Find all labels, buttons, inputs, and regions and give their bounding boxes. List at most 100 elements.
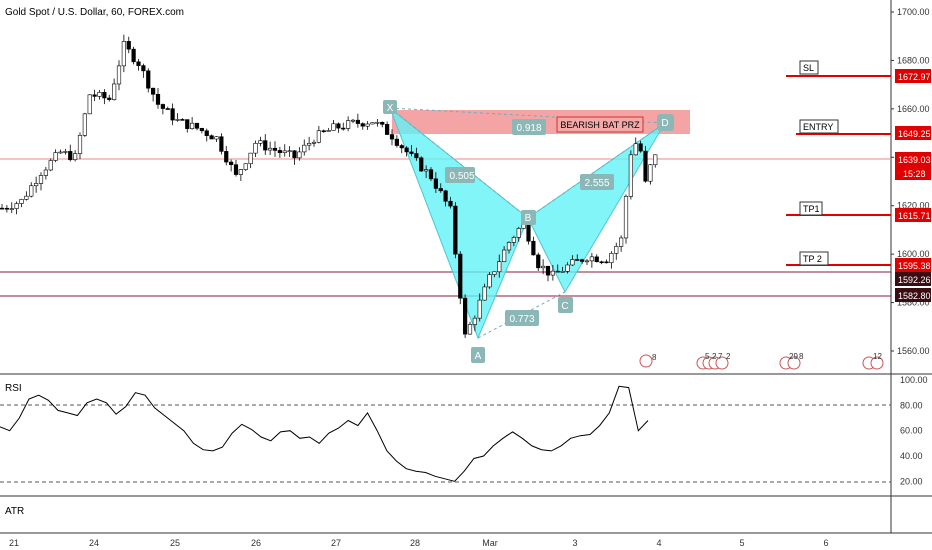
candle-body bbox=[82, 113, 87, 136]
point-x-label: X bbox=[383, 100, 397, 114]
candle-body bbox=[619, 237, 624, 247]
candle-body bbox=[302, 144, 307, 153]
candle-body bbox=[399, 145, 404, 149]
chart-title: Gold Spot / U.S. Dollar, 60, FOREX.com bbox=[5, 7, 184, 18]
point-a-text: A bbox=[475, 351, 482, 362]
candle-body bbox=[424, 169, 429, 172]
entry-price-text: 1649.25 bbox=[898, 129, 931, 139]
event-count-5: 2 bbox=[726, 352, 731, 361]
flag-icon[interactable] bbox=[715, 356, 729, 370]
time-tick-label: 6 bbox=[823, 538, 828, 548]
candle-body bbox=[121, 41, 126, 67]
candle-body bbox=[297, 151, 302, 159]
candle-body bbox=[97, 92, 102, 97]
candle-body bbox=[472, 317, 477, 325]
candle-body bbox=[653, 154, 658, 166]
candle-body bbox=[87, 94, 92, 115]
candle-body bbox=[136, 61, 141, 66]
entry-tag-text: ENTRY bbox=[803, 122, 833, 132]
candle-body bbox=[209, 135, 214, 140]
price-tick-label: 1660.00 bbox=[897, 104, 930, 114]
point-c-label: C bbox=[558, 297, 573, 313]
rsi-axis[interactable]: 100.00 80.00 60.00 40.00 20.00 bbox=[900, 375, 928, 486]
candle-body bbox=[102, 92, 107, 99]
candle-body bbox=[141, 65, 146, 72]
tp2-tag bbox=[799, 251, 829, 266]
sl-tag bbox=[799, 60, 819, 75]
candle-body bbox=[541, 265, 546, 269]
flag-icon[interactable] bbox=[639, 354, 653, 368]
candle-body bbox=[316, 130, 321, 143]
sl-tag-text: SL bbox=[803, 63, 814, 73]
point-b-text: B bbox=[525, 213, 532, 224]
ratio-0918-label: 0.918 bbox=[512, 119, 546, 135]
harmonic-bd-line bbox=[527, 122, 666, 219]
candle-body bbox=[272, 147, 278, 151]
point-d-text: D bbox=[661, 118, 668, 129]
candle-body bbox=[516, 228, 521, 238]
candle-body bbox=[146, 70, 151, 89]
candle-body bbox=[370, 122, 375, 125]
candle-body bbox=[263, 140, 268, 151]
candle-body bbox=[511, 237, 516, 243]
flag-icon[interactable] bbox=[870, 356, 884, 370]
candle-body bbox=[199, 127, 204, 132]
candle-body bbox=[536, 254, 541, 269]
time-axis[interactable]: 21 24 25 26 27 28 Mar 3 4 5 6 bbox=[9, 538, 829, 548]
candle-body bbox=[614, 246, 619, 254]
event-markers[interactable]: 8 5 2 7 2 29 8 12 bbox=[639, 352, 884, 370]
time-tick-label: 4 bbox=[656, 538, 661, 548]
candle-body bbox=[331, 123, 336, 131]
candle-body bbox=[463, 297, 468, 335]
tp1-price-badge: 1615.71 bbox=[895, 208, 931, 222]
candle-body bbox=[282, 150, 287, 153]
flag-icon[interactable] bbox=[787, 356, 801, 370]
candle-body bbox=[389, 134, 395, 140]
candle-body bbox=[375, 121, 380, 124]
candle-body bbox=[428, 169, 434, 180]
candle-body bbox=[326, 130, 331, 132]
candle-body bbox=[190, 122, 195, 129]
current-price-text: 1639.03 bbox=[898, 155, 931, 165]
candle-body bbox=[185, 119, 190, 129]
ratio-0918-text: 0.918 bbox=[516, 123, 541, 134]
price-axis[interactable]: 1700.001680.001660.001640.001620.001600.… bbox=[891, 7, 930, 356]
rsi-line bbox=[0, 385, 649, 482]
candle-body bbox=[575, 259, 580, 261]
candle-body bbox=[77, 135, 83, 154]
time-tick-label: 28 bbox=[410, 538, 420, 548]
candle-body bbox=[248, 152, 253, 165]
candle-body bbox=[448, 200, 453, 207]
candle-body bbox=[38, 175, 44, 184]
candle-body bbox=[229, 161, 234, 165]
candle-body bbox=[433, 178, 438, 189]
candle-body bbox=[238, 169, 243, 175]
candle-body bbox=[170, 108, 175, 121]
time-tick-label: 27 bbox=[331, 538, 341, 548]
candle-body bbox=[394, 138, 399, 146]
prz-label-text: BEARISH BAT PRZ bbox=[560, 120, 640, 130]
line-1592-text: 1592.26 bbox=[898, 275, 931, 285]
candles-group bbox=[0, 34, 658, 338]
price-tick-label: 1560.00 bbox=[897, 346, 930, 356]
candle-body bbox=[438, 188, 443, 192]
price-tick-label: 1680.00 bbox=[897, 55, 930, 65]
candle-body bbox=[4, 207, 9, 210]
candle-body bbox=[48, 160, 53, 171]
candle-body bbox=[63, 151, 68, 153]
candle-body bbox=[321, 130, 326, 133]
time-tick-label: 21 bbox=[9, 538, 19, 548]
candle-body bbox=[233, 164, 239, 175]
candle-body bbox=[419, 157, 424, 172]
candle-body bbox=[214, 136, 219, 140]
rsi-tick-label: 40.00 bbox=[900, 451, 923, 461]
candle-body bbox=[623, 196, 629, 239]
time-tick-label: Mar bbox=[482, 538, 498, 548]
candle-body bbox=[131, 48, 136, 63]
candle-body bbox=[467, 324, 473, 335]
candle-body bbox=[497, 261, 502, 273]
candle-body bbox=[292, 150, 297, 159]
event-count-6: 29 bbox=[789, 352, 798, 361]
candle-body bbox=[555, 270, 560, 273]
